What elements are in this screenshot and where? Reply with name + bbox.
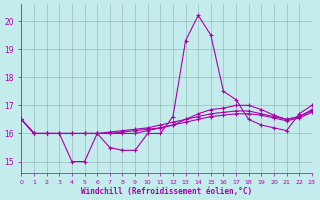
X-axis label: Windchill (Refroidissement éolien,°C): Windchill (Refroidissement éolien,°C) — [81, 187, 252, 196]
